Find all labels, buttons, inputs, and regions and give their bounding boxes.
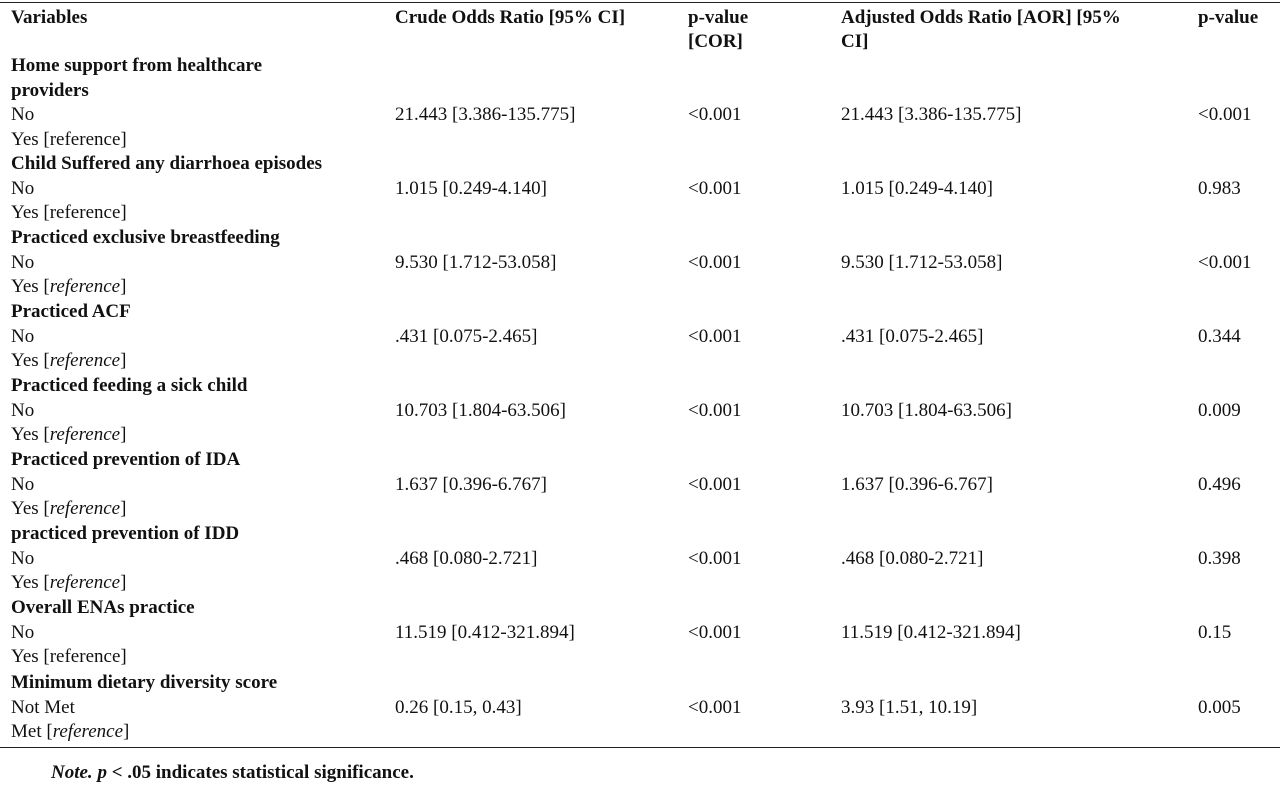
variable-title: Minimum dietary diversity score <box>11 672 278 693</box>
p-cor-value: <0.001 <box>688 251 742 273</box>
cor-value: 1.637 [0.396-6.767] <box>395 473 547 495</box>
aor-value: 1.637 [0.396-6.767] <box>841 473 993 495</box>
variable-title: Practiced prevention of IDA <box>11 449 241 470</box>
p-cor-value: <0.001 <box>688 547 742 569</box>
table-header: Variables Crude Odds Ratio [95% CI] p-va… <box>0 6 1280 56</box>
category-no: No <box>11 621 35 643</box>
cor-value: .431 [0.075-2.465] <box>395 325 538 347</box>
cor-value: 21.443 [3.386-135.775] <box>395 104 576 125</box>
p-cor-value: <0.001 <box>688 696 742 718</box>
category-no: No <box>11 104 35 125</box>
category-not-met: Not Met <box>11 696 75 718</box>
header-p-cor-line1: p-value <box>688 7 749 28</box>
p-aor-value: <0.001 <box>1198 251 1252 273</box>
header-cor: Crude Odds Ratio [95% CI] <box>395 7 626 28</box>
p-aor-value: 0.005 <box>1198 696 1241 718</box>
cor-value: 11.519 [0.412-321.894] <box>395 621 575 643</box>
header-p-cor: p-value [COR] <box>688 6 828 54</box>
category-no: No <box>11 325 35 347</box>
aor-value: .468 [0.080-2.721] <box>841 547 984 569</box>
category-no: No <box>11 547 35 569</box>
header-variables: Variables <box>11 7 88 28</box>
header-aor-line1: Adjusted Odds Ratio [AOR] [95% <box>841 7 1121 28</box>
category-reference: Yes [reference] <box>11 350 127 371</box>
category-no: No <box>11 399 35 421</box>
category-reference: Met [reference] <box>11 721 130 742</box>
table-bottom-rule <box>0 747 1280 748</box>
aor-value: 3.93 [1.51, 10.19] <box>841 696 978 718</box>
header-aor: Adjusted Odds Ratio [AOR] [95% CI] <box>841 6 1181 54</box>
table-note: Note. p < .05 indicates statistical sign… <box>51 762 414 783</box>
table-top-rule <box>0 2 1280 3</box>
variable-title: Practiced exclusive breastfeeding <box>11 227 280 248</box>
aor-value: 1.015 [0.249-4.140] <box>841 177 993 199</box>
variable-title: Practiced feeding a sick child <box>11 375 248 396</box>
p-aor-value: 0.15 <box>1198 621 1232 643</box>
category-no: No <box>11 473 35 495</box>
category-no: No <box>11 177 35 199</box>
p-aor-value: 0.496 <box>1198 473 1241 495</box>
header-p-aor: p-value <box>1198 7 1259 28</box>
category-reference: Yes [reference] <box>11 646 127 667</box>
aor-value: 21.443 [3.386-135.775] <box>841 104 1022 125</box>
cor-value: 1.015 [0.249-4.140] <box>395 177 547 199</box>
category-reference: Yes [reference] <box>11 128 127 150</box>
variable-title: practiced prevention of IDD <box>11 523 240 544</box>
variable-title: Practiced ACF <box>11 301 131 322</box>
p-aor-value: 0.344 <box>1198 325 1241 347</box>
aor-value: 11.519 [0.412-321.894] <box>841 621 1021 643</box>
p-aor-value: 0.983 <box>1198 177 1241 199</box>
category-reference: Yes [reference] <box>11 424 127 445</box>
header-aor-line2: CI] <box>841 31 869 52</box>
category-reference: Yes [reference] <box>11 202 127 223</box>
p-cor-value: <0.001 <box>688 399 742 421</box>
category-reference: Yes [reference] <box>11 498 127 519</box>
cor-value: 9.530 [1.712-53.058] <box>395 251 557 273</box>
p-aor-value: <0.001 <box>1198 104 1252 125</box>
aor-value: 9.530 [1.712-53.058] <box>841 251 1003 273</box>
cor-value: 10.703 [1.804-63.506] <box>395 399 566 421</box>
category-reference: Yes [reference] <box>11 572 127 593</box>
p-cor-value: <0.001 <box>688 473 742 495</box>
variable-title: Home support from healthcare providers <box>11 55 263 101</box>
p-aor-value: 0.009 <box>1198 399 1241 421</box>
category-reference: Yes [reference] <box>11 276 127 297</box>
p-cor-value: <0.001 <box>688 621 742 643</box>
p-aor-value: 0.398 <box>1198 547 1241 569</box>
category-no: No <box>11 251 35 273</box>
aor-value: .431 [0.075-2.465] <box>841 325 984 347</box>
p-cor-value: <0.001 <box>688 325 742 347</box>
variable-title: Child Suffered any diarrhoea episodes <box>11 153 323 174</box>
aor-value: 10.703 [1.804-63.506] <box>841 399 1012 421</box>
p-cor-value: <0.001 <box>688 104 742 125</box>
p-cor-value: <0.001 <box>688 177 742 199</box>
variable-title: Overall ENAs practice <box>11 597 195 618</box>
cor-value: 0.26 [0.15, 0.43] <box>395 696 522 718</box>
cor-value: .468 [0.080-2.721] <box>395 547 538 569</box>
header-p-cor-line2: [COR] <box>688 31 743 52</box>
